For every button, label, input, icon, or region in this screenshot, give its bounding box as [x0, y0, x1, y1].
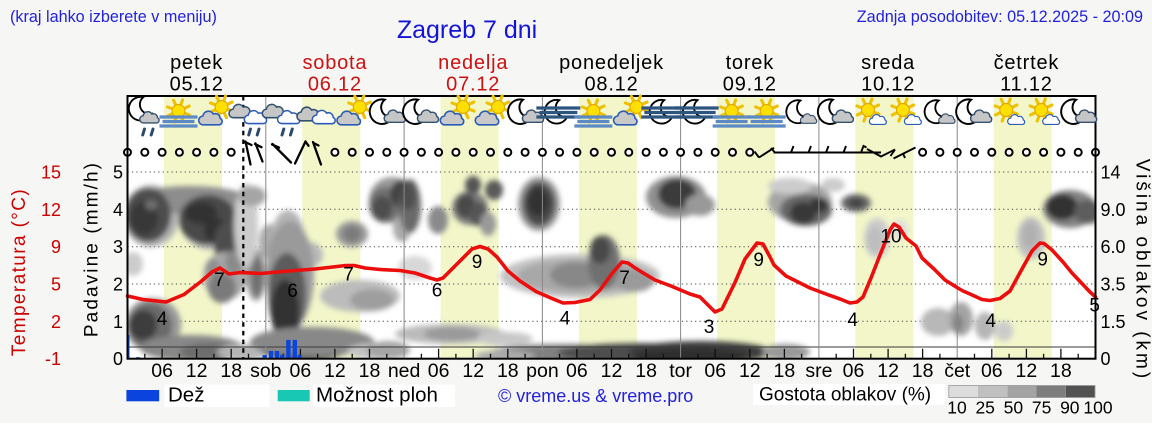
svg-text:06: 06: [151, 360, 173, 382]
svg-text:11.12: 11.12: [1000, 74, 1053, 96]
svg-text:pon: pon: [526, 360, 559, 382]
svg-text:50: 50: [1004, 398, 1024, 418]
svg-text:4: 4: [985, 311, 996, 332]
svg-text:4: 4: [560, 308, 571, 329]
svg-text:5: 5: [113, 163, 123, 183]
svg-text:06: 06: [704, 360, 726, 382]
svg-text:18: 18: [912, 360, 934, 382]
svg-text:3.5: 3.5: [1101, 275, 1126, 295]
svg-text:četrtek: četrtek: [994, 52, 1060, 74]
svg-text:9: 9: [51, 237, 61, 257]
svg-text:1: 1: [113, 312, 123, 332]
svg-text:7: 7: [343, 265, 354, 286]
svg-text:06: 06: [981, 360, 1003, 382]
svg-text:07.12: 07.12: [446, 74, 500, 96]
svg-text:4: 4: [847, 310, 858, 331]
svg-text:ponedeljek: ponedeljek: [559, 52, 664, 74]
svg-text:6: 6: [287, 281, 298, 302]
svg-text:12: 12: [1016, 360, 1038, 382]
svg-text:12: 12: [739, 360, 761, 382]
svg-text:Možnost ploh: Možnost ploh: [316, 384, 438, 407]
svg-text:08.12: 08.12: [584, 74, 638, 96]
svg-text:9: 9: [1037, 250, 1048, 271]
svg-text:Dež: Dež: [168, 384, 204, 407]
svg-text:10.12: 10.12: [861, 74, 915, 96]
svg-text:Zagreb 7 dni: Zagreb 7 dni: [397, 16, 537, 44]
svg-text:100: 100: [1083, 398, 1112, 418]
svg-text:06: 06: [428, 360, 450, 382]
svg-text:čet: čet: [944, 360, 971, 382]
svg-text:9.0: 9.0: [1101, 200, 1126, 220]
svg-text:2: 2: [51, 312, 61, 332]
svg-text:(kraj lahko izberete v meniju): (kraj lahko izberete v meniju): [10, 8, 217, 26]
svg-text:18: 18: [774, 360, 796, 382]
svg-text:Zadnja posodobitev: 05.12.2025: Zadnja posodobitev: 05.12.2025 - 20:09: [857, 8, 1143, 26]
svg-text:Gostota oblakov (%): Gostota oblakov (%): [759, 385, 931, 406]
svg-text:ned: ned: [388, 360, 421, 382]
svg-text:90: 90: [1060, 398, 1080, 418]
svg-text:9: 9: [753, 250, 764, 271]
svg-text:sreda: sreda: [861, 52, 915, 74]
svg-text:75: 75: [1032, 398, 1051, 418]
svg-text:10: 10: [947, 398, 967, 418]
svg-text:18: 18: [359, 360, 381, 382]
svg-text:6.0: 6.0: [1101, 237, 1126, 257]
svg-text:18: 18: [635, 360, 657, 382]
svg-text:Višina oblakov (km): Višina oblakov (km): [1132, 159, 1152, 381]
svg-text:06.12: 06.12: [308, 74, 362, 96]
svg-text:06: 06: [843, 360, 865, 382]
svg-text:09.12: 09.12: [723, 74, 777, 96]
svg-text:nedelja: nedelja: [438, 52, 508, 74]
svg-text:14: 14: [1101, 163, 1121, 183]
svg-text:sob: sob: [250, 360, 282, 382]
svg-text:sre: sre: [805, 360, 832, 382]
svg-text:1.5: 1.5: [1101, 312, 1126, 332]
svg-text:Padavine (mm/h): Padavine (mm/h): [82, 161, 103, 337]
svg-text:7: 7: [619, 268, 630, 289]
svg-text:06: 06: [566, 360, 588, 382]
svg-text:15: 15: [41, 163, 61, 183]
svg-text:© vreme.us & vreme.pro: © vreme.us & vreme.pro: [498, 386, 693, 406]
svg-text:4: 4: [113, 200, 123, 220]
svg-text:10: 10: [880, 226, 901, 247]
svg-text:-1: -1: [45, 349, 61, 369]
svg-text:0: 0: [113, 349, 123, 369]
svg-text:06: 06: [290, 360, 312, 382]
svg-text:torek: torek: [726, 52, 775, 74]
svg-text:25: 25: [975, 398, 994, 418]
svg-text:12: 12: [462, 360, 484, 382]
svg-text:6: 6: [432, 280, 443, 301]
svg-text:18: 18: [1050, 360, 1072, 382]
svg-text:2: 2: [113, 275, 123, 295]
svg-text:18: 18: [220, 360, 242, 382]
svg-text:12: 12: [877, 360, 899, 382]
svg-text:12: 12: [41, 200, 61, 220]
svg-text:0: 0: [1101, 349, 1111, 369]
svg-text:9: 9: [472, 252, 483, 273]
svg-text:tor: tor: [669, 360, 692, 382]
svg-text:3: 3: [704, 317, 715, 338]
svg-text:05.12: 05.12: [170, 74, 224, 96]
svg-text:sobota: sobota: [302, 52, 367, 74]
svg-text:petek: petek: [170, 52, 223, 74]
svg-text:4: 4: [157, 309, 168, 330]
svg-text:12: 12: [186, 360, 208, 382]
svg-text:5: 5: [51, 275, 61, 295]
svg-text:Temperatura (°C): Temperatura (°C): [9, 188, 30, 356]
svg-text:3: 3: [113, 237, 123, 257]
svg-text:7: 7: [214, 270, 225, 291]
svg-text:12: 12: [601, 360, 623, 382]
svg-text:18: 18: [497, 360, 519, 382]
svg-text:12: 12: [324, 360, 346, 382]
